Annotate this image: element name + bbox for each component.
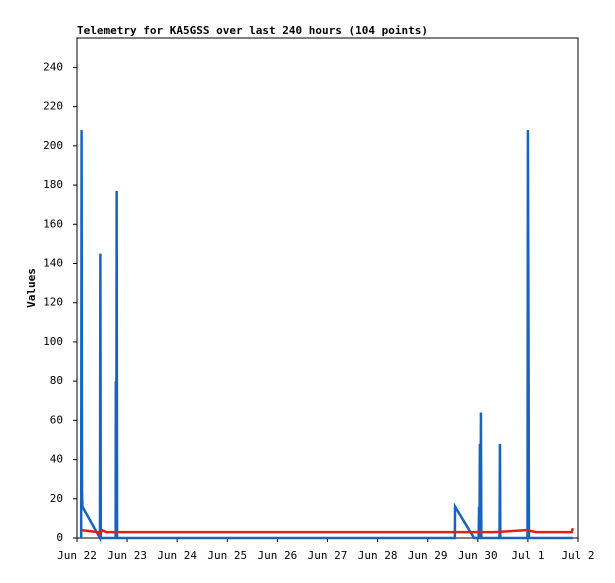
chart-title: Telemetry for KA5GSS over last 240 hours… [77,24,428,37]
y-tick-label: 80 [50,374,63,387]
y-tick-label: 160 [43,217,63,230]
y-tick-label: 60 [50,413,63,426]
x-tick-label: Jul 2 [561,549,594,562]
x-tick-label: Jun 25 [207,549,247,562]
y-tick-label: 240 [43,60,63,73]
x-tick-label: Jun 28 [358,549,398,562]
y-tick-label: 40 [50,453,63,466]
x-tick-label: Jun 30 [458,549,498,562]
x-tick-label: Jun 29 [408,549,448,562]
plot-frame [76,37,579,539]
y-tick-label: 120 [43,296,63,309]
y-tick-label: 220 [43,100,63,113]
x-tick-label: Jun 23 [107,549,147,562]
series-line [79,130,573,543]
x-tick-label: Jun 22 [57,549,97,562]
y-tick-label: 20 [50,492,63,505]
x-tick-label: Jun 27 [308,549,348,562]
y-tick-label: 100 [43,335,63,348]
x-tick-label: Jun 26 [258,549,298,562]
series-line [81,527,574,537]
y-tick-label: 200 [43,139,63,152]
y-axis-label: Values [25,268,38,308]
y-tick-label: 180 [43,178,63,191]
y-tick-label: 140 [43,256,63,269]
y-tick-label: 0 [56,531,63,544]
x-tick-label: Jul 1 [511,549,544,562]
x-tick-label: Jun 24 [157,549,197,562]
